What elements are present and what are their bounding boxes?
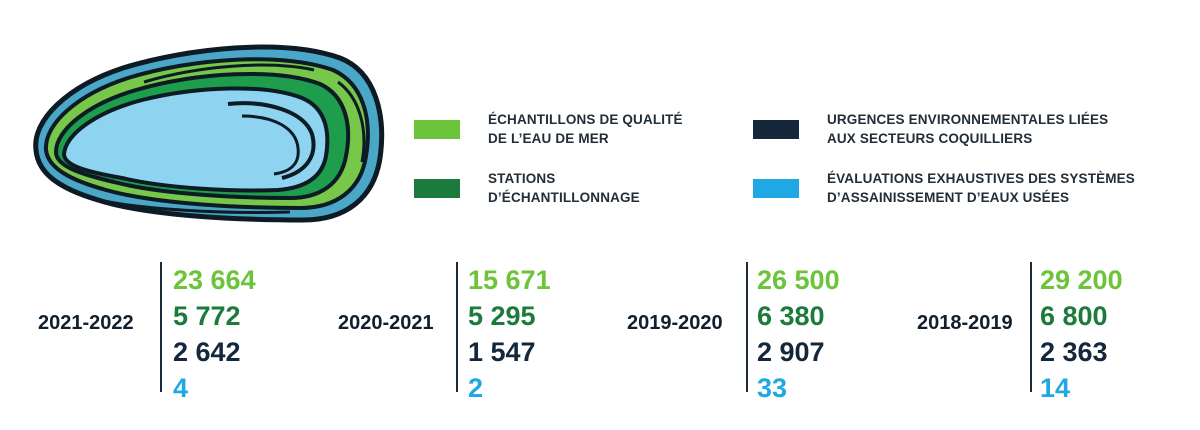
value-emergencies: 1 547 <box>468 337 536 367</box>
value-evaluations: 4 <box>173 373 189 403</box>
value-evaluations: 14 <box>1040 373 1071 403</box>
year-values: 29 200 6 800 2 363 14 <box>1040 262 1123 406</box>
value-stations: 5 772 <box>173 301 241 331</box>
value-samples: 29 200 <box>1040 265 1123 295</box>
legend-swatch-light-green <box>414 119 460 139</box>
legend-label: URGENCES ENVIRONNEMENTALES LIÉES AUX SEC… <box>827 112 1109 146</box>
value-samples: 15 671 <box>468 265 551 295</box>
divider <box>160 262 162 392</box>
legend-label: STATIONS D’ÉCHANTILLONNAGE <box>488 171 640 205</box>
value-samples: 23 664 <box>173 265 256 295</box>
legend-swatch-navy <box>753 119 799 139</box>
value-stations: 6 800 <box>1040 301 1108 331</box>
divider <box>456 262 458 392</box>
divider <box>746 262 748 392</box>
legend-label: ÉCHANTILLONS DE QUALITÉ DE L’EAU DE MER <box>488 112 683 146</box>
year-values: 26 500 6 380 2 907 33 <box>757 262 840 406</box>
legend-item-emergencies: URGENCES ENVIRONNEMENTALES LIÉES AUX SEC… <box>753 110 1108 148</box>
year-values: 23 664 5 772 2 642 4 <box>173 262 256 406</box>
value-evaluations: 33 <box>757 373 788 403</box>
value-emergencies: 2 363 <box>1040 337 1108 367</box>
value-emergencies: 2 907 <box>757 337 825 367</box>
mussel-shell-icon <box>33 44 385 223</box>
legend-label: ÉVALUATIONS EXHAUSTIVES DES SYSTÈMES D’A… <box>827 171 1135 205</box>
legend-item-evaluations: ÉVALUATIONS EXHAUSTIVES DES SYSTÈMES D’A… <box>753 169 1135 207</box>
value-stations: 6 380 <box>757 301 825 331</box>
year-label: 2019-2020 <box>627 312 723 334</box>
value-stations: 5 295 <box>468 301 536 331</box>
legend-swatch-dark-green <box>414 178 460 198</box>
value-emergencies: 2 642 <box>173 337 241 367</box>
legend-item-stations: STATIONS D’ÉCHANTILLONNAGE <box>414 169 640 207</box>
value-evaluations: 2 <box>468 373 484 403</box>
divider <box>1030 262 1032 392</box>
legend-swatch-light-blue <box>753 178 799 198</box>
legend-item-samples: ÉCHANTILLONS DE QUALITÉ DE L’EAU DE MER <box>414 110 683 148</box>
year-values: 15 671 5 295 1 547 2 <box>468 262 551 406</box>
year-label: 2018-2019 <box>917 312 1013 334</box>
value-samples: 26 500 <box>757 265 840 295</box>
year-label: 2020-2021 <box>338 312 434 334</box>
year-label: 2021-2022 <box>38 312 134 334</box>
